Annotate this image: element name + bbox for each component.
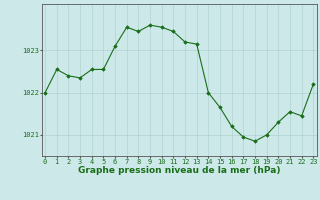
X-axis label: Graphe pression niveau de la mer (hPa): Graphe pression niveau de la mer (hPa): [78, 166, 280, 175]
